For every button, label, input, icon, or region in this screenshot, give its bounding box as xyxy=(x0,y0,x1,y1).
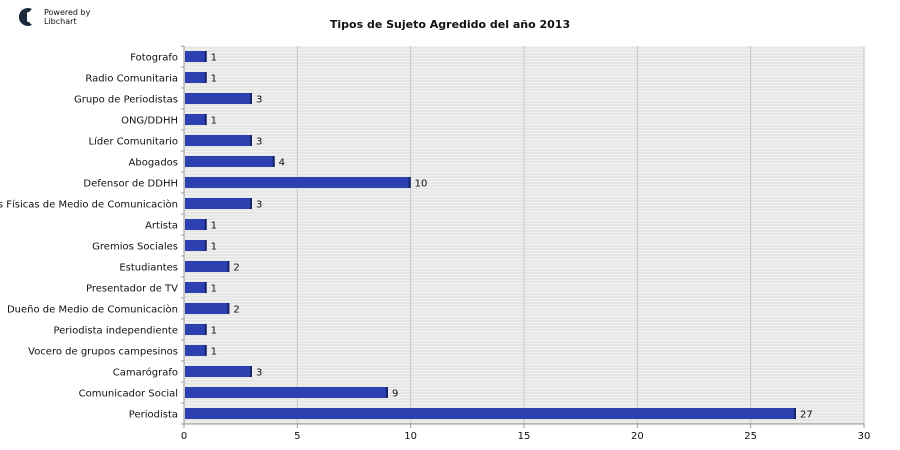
category-label: Líder Comunitario xyxy=(89,136,179,148)
bar-edge xyxy=(250,93,252,104)
value-label: 1 xyxy=(211,242,217,253)
category-label: ONG/DDHH xyxy=(121,116,178,127)
value-label: 1 xyxy=(211,284,217,295)
category-label: Abogados xyxy=(129,158,178,169)
bar xyxy=(185,93,252,104)
libchart-logo-text: Powered by Libchart xyxy=(44,8,90,26)
bar xyxy=(185,156,275,167)
bar xyxy=(185,324,207,335)
category-label: Camarógrafo xyxy=(113,367,178,379)
bar-edge xyxy=(204,51,207,62)
category-label: Defensor de DDHH xyxy=(83,179,178,190)
bar-edge xyxy=(204,72,207,83)
category-label: Instalaciones Físicas de Medio de Comuni… xyxy=(0,199,178,211)
logo-line-2: Libchart xyxy=(44,17,77,26)
category-label: Vocero de grupos campesinos xyxy=(28,347,178,358)
bar xyxy=(185,114,207,125)
chart-title: Tipos de Sujeto Agredido del año 2013 xyxy=(329,18,571,31)
x-tick-label: 30 xyxy=(858,431,871,442)
value-label: 3 xyxy=(256,137,262,148)
value-label: 4 xyxy=(279,158,285,169)
value-label: 3 xyxy=(256,368,262,379)
bar xyxy=(185,198,252,209)
bar-edge xyxy=(204,324,207,335)
bar xyxy=(185,240,207,251)
value-label: 10 xyxy=(415,179,428,190)
category-label: Periodista independiente xyxy=(53,326,178,337)
bar xyxy=(185,219,207,230)
category-label: Presentador de TV xyxy=(86,284,178,295)
value-label: 3 xyxy=(256,200,262,211)
bar-edge xyxy=(227,303,230,314)
x-tick-label: 0 xyxy=(181,431,187,442)
value-label: 1 xyxy=(211,326,217,337)
bar xyxy=(185,345,207,356)
value-label: 3 xyxy=(256,95,262,106)
bar xyxy=(185,51,207,62)
x-tick-label: 20 xyxy=(631,431,644,442)
value-label: 1 xyxy=(211,53,217,64)
value-label: 9 xyxy=(392,389,398,400)
value-label: 2 xyxy=(233,263,239,274)
bar xyxy=(185,72,207,83)
bars-group xyxy=(185,51,796,419)
bar xyxy=(185,135,252,146)
value-label: 1 xyxy=(211,74,217,85)
category-label: Estudiantes xyxy=(119,263,178,274)
category-label: Dueño de Medio de Comunicaciòn xyxy=(7,304,178,316)
labels-group: Fotografo 1 Radio Comunitaria 1 Grupo de Per… xyxy=(0,53,870,443)
libchart-logo: Powered by Libchart xyxy=(16,6,90,28)
bar-edge xyxy=(227,261,230,272)
x-tick-label: 15 xyxy=(518,431,531,442)
axes-group xyxy=(181,45,865,428)
bar-edge xyxy=(386,387,388,398)
bar xyxy=(185,387,388,398)
value-label: 2 xyxy=(233,305,239,316)
category-label: Grupo de Periodistas xyxy=(74,95,178,106)
value-label: 1 xyxy=(211,347,217,358)
bar-edge xyxy=(204,282,207,293)
bar-edge xyxy=(272,156,275,167)
bar xyxy=(185,303,230,314)
bar-edge xyxy=(250,198,252,209)
bar-edge xyxy=(204,114,207,125)
bar xyxy=(185,366,252,377)
x-tick-label: 10 xyxy=(404,431,417,442)
bar-edge xyxy=(204,219,207,230)
logo-line-1: Powered by xyxy=(44,8,91,17)
bar-edge xyxy=(408,177,411,188)
category-label: Gremios Sociales xyxy=(92,242,178,253)
category-label: Comunicador Social xyxy=(79,389,178,400)
bar-edge xyxy=(204,240,207,251)
category-label: Fotografo xyxy=(130,53,178,64)
plot-background xyxy=(183,46,865,424)
bar-edge xyxy=(204,345,207,356)
libchart-logo-icon xyxy=(18,8,32,26)
category-label: Periodista xyxy=(129,410,178,421)
value-label: 1 xyxy=(211,116,217,127)
bar xyxy=(185,261,230,272)
value-label: 27 xyxy=(800,410,813,421)
category-label: Radio Comunitaria xyxy=(85,74,178,85)
category-label: Artista xyxy=(145,221,178,232)
bar-edge xyxy=(250,366,252,377)
bar-edge xyxy=(794,408,796,419)
bar xyxy=(185,408,796,419)
value-label: 1 xyxy=(211,221,217,232)
bar-edge xyxy=(250,135,252,146)
x-tick-label: 5 xyxy=(294,431,300,442)
x-tick-label: 25 xyxy=(744,431,757,442)
bar xyxy=(185,282,207,293)
bar xyxy=(185,177,411,188)
